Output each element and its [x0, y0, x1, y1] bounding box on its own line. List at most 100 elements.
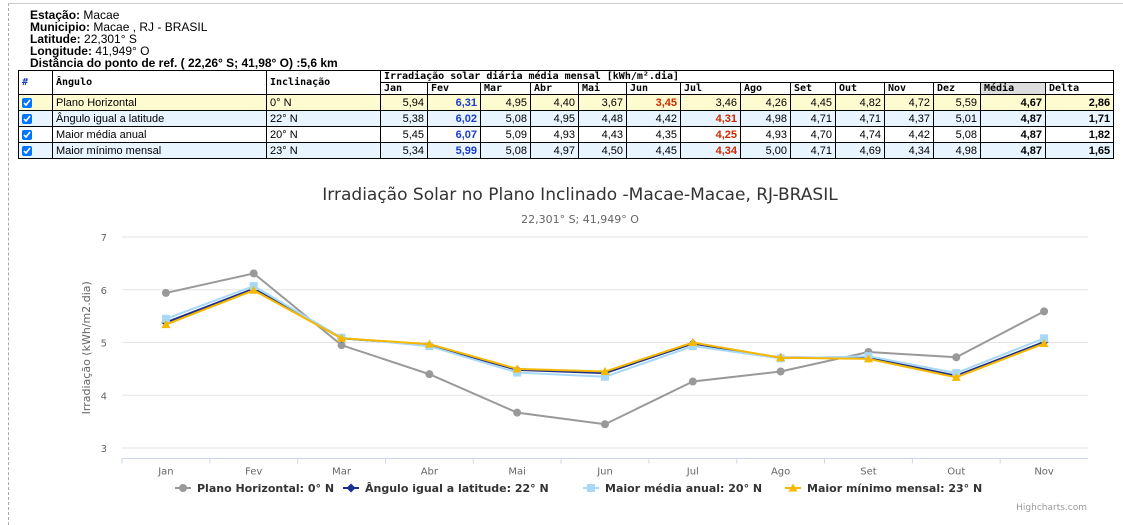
marker: [601, 372, 609, 381]
marker: [601, 420, 609, 429]
row-checkbox[interactable]: [22, 129, 32, 140]
month-value: 4,26: [740, 94, 791, 111]
month-value: 4,45: [626, 142, 681, 159]
marker: [161, 314, 170, 323]
info-value: 41,949° O: [95, 44, 150, 58]
marker: [863, 354, 873, 363]
series-line: [165, 287, 1045, 377]
x-tick-label: Jul: [686, 467, 699, 478]
month-header: Dez: [933, 82, 981, 95]
marker: [776, 353, 786, 362]
month-value: 5,99: [427, 142, 481, 159]
credit: Highcharts.com: [1016, 503, 1087, 513]
inclination: 0° N: [266, 94, 381, 111]
delta-value: 1,71: [1044, 110, 1115, 127]
row-checkbox[interactable]: [22, 113, 32, 124]
month-header: Média: [980, 82, 1046, 95]
angle-name: Plano Horizontal: [52, 94, 267, 111]
checkbox-cell: [18, 126, 53, 143]
chart-title: Irradiação Solar no Plano Inclinado -Mac…: [322, 185, 838, 205]
month-header: Fev: [427, 82, 481, 95]
marker: [337, 341, 346, 350]
marker: [688, 377, 697, 386]
y-tick-label: 7: [101, 233, 107, 244]
month-header: Mar: [480, 82, 531, 95]
row-checkbox[interactable]: [22, 145, 32, 156]
month-header: Abr: [530, 82, 579, 95]
delta-value: 1,82: [1044, 126, 1115, 143]
angle-name: Maior média anual: [52, 126, 267, 143]
month-value: 5,08: [480, 142, 531, 159]
month-value: 4,71: [835, 110, 885, 127]
marker: [161, 288, 170, 297]
info-line: Municipio: Macae , RJ - BRASIL: [30, 21, 338, 33]
month-value: 4,35: [626, 126, 681, 143]
month-value: 6,02: [427, 110, 481, 127]
angle-name: Maior mínimo mensal: [52, 142, 267, 159]
month-value: 4,82: [835, 94, 885, 111]
marker: [951, 372, 961, 381]
month-header: Nov: [884, 82, 934, 95]
legend-label: Maior média anual: 20° N: [605, 482, 762, 495]
month-value: 4,69: [835, 142, 885, 159]
info-line: Latitude: 22,301° S: [30, 33, 338, 45]
row-checkbox[interactable]: [22, 97, 32, 108]
marker: [424, 339, 434, 348]
column-header: Ângulo: [52, 70, 267, 95]
month-value: 4,71: [790, 110, 836, 127]
legend-label: Ângulo igual a latitude: 22° N: [365, 482, 549, 495]
x-tick-label: Out: [947, 467, 965, 478]
angle-name: Ângulo igual a latitude: [52, 110, 267, 127]
series-line: [165, 272, 1045, 426]
month-value: 4,95: [480, 94, 531, 111]
month-value: 6,31: [427, 94, 481, 111]
data-row: Maior mínimo mensal 23° N 5,34 5,99 5,08 4,97…: [18, 142, 1115, 159]
y-tick-label: 6: [101, 286, 107, 297]
marker: [513, 408, 522, 417]
legend-label: Maior mínimo mensal: 23° N: [807, 482, 982, 495]
month-value: 4,48: [578, 110, 627, 127]
inclination: 23° N: [266, 142, 381, 159]
month-value: 4,37: [884, 110, 934, 127]
marker: [346, 483, 356, 493]
marker: [513, 368, 522, 377]
month-value: 4,31: [680, 110, 741, 127]
info-label: Municipio:: [30, 20, 90, 34]
info-value: 22,301° S: [84, 32, 137, 46]
month-value: 4,93: [740, 126, 791, 143]
marker: [600, 367, 610, 376]
media-value: 4,87: [980, 110, 1046, 127]
month-value: 5,38: [380, 110, 428, 127]
info-line: Estação: Macae: [30, 9, 338, 21]
month-header: Mai: [578, 82, 627, 95]
month-value: 4,93: [530, 126, 579, 143]
month-value: 4,42: [884, 126, 934, 143]
month-header: Delta: [1044, 82, 1115, 95]
month-value: 5,08: [933, 126, 981, 143]
media-value: 4,67: [980, 94, 1046, 111]
month-value: 4,43: [578, 126, 627, 143]
month-value: 4,40: [530, 94, 579, 111]
month-value: 6,07: [427, 126, 481, 143]
month-header: Ago: [740, 82, 791, 95]
checkbox-cell: [18, 110, 53, 127]
info-label: Longitude:: [30, 44, 92, 58]
marker: [1040, 307, 1049, 316]
marker: [788, 483, 798, 492]
month-value: 5,34: [380, 142, 428, 159]
month-value: 5,94: [380, 94, 428, 111]
marker: [249, 269, 258, 278]
y-tick-label: 5: [101, 339, 107, 350]
header-row: # Ângulo Inclinação Irradiação solar diária…: [18, 70, 1115, 95]
column-header: Inclinação: [266, 70, 381, 95]
inclination: 22° N: [266, 110, 381, 127]
y-axis-title: Irradiação (kWh/m2.dia): [80, 281, 93, 414]
data-row: Ângulo igual a latitude 22° N 5,38 6,02 5,08…: [18, 110, 1115, 127]
month-value: 4,72: [884, 94, 934, 111]
month-value: 4,50: [578, 142, 627, 159]
marker: [952, 353, 961, 362]
marker: [688, 338, 698, 346]
marker: [587, 484, 595, 492]
